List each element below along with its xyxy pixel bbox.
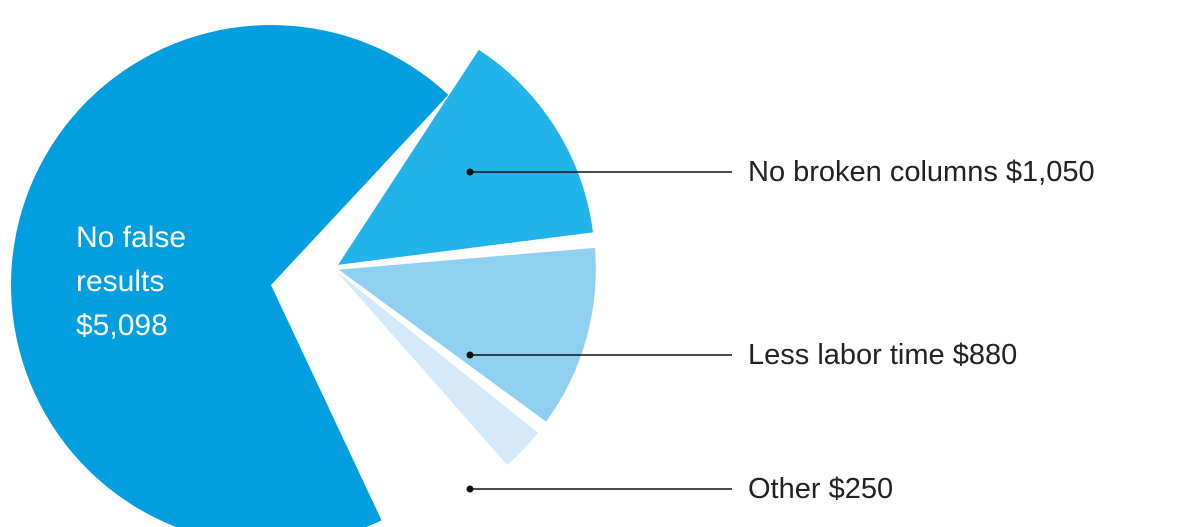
slice-no-false-results <box>11 25 449 527</box>
main-slice <box>11 25 449 527</box>
callout-other: Other $250 <box>466 473 893 505</box>
callout-no-broken-columns: No broken columns $1,050 <box>466 156 1095 188</box>
slice-less-labor-time <box>338 247 596 422</box>
callout-less-labor-time: Less labor time $880 <box>466 339 1017 371</box>
main-slice-label-line-3: $5,098 <box>76 309 168 342</box>
callout-label: Other $250 <box>748 473 893 505</box>
callout-label: Less labor time $880 <box>748 339 1017 371</box>
slice-other <box>337 272 539 466</box>
callout-label: No broken columns $1,050 <box>748 156 1095 188</box>
main-slice-label-line-2: results <box>76 265 164 298</box>
main-slice-label-line-1: No false <box>76 221 186 254</box>
exploded-slices <box>337 49 596 466</box>
slice-no-broken-columns <box>338 49 594 265</box>
